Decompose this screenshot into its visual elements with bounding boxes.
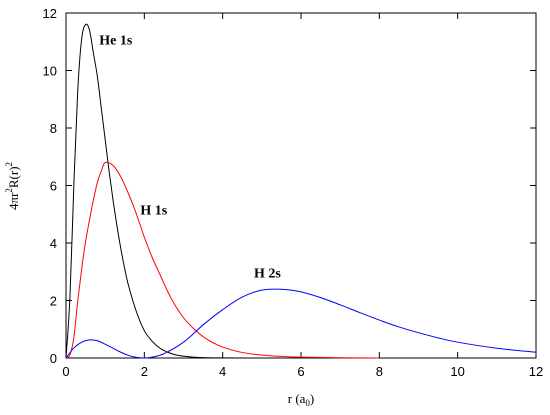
y-tick-label: 6 xyxy=(50,179,57,194)
x-tick-label: 12 xyxy=(529,364,543,379)
x-tick-label: 4 xyxy=(219,364,226,379)
series-line-he-1s xyxy=(65,23,536,359)
series-layer xyxy=(65,23,537,359)
x-tick-label: 8 xyxy=(376,364,383,379)
y-tick-label: 2 xyxy=(50,294,57,309)
plot-frame xyxy=(65,12,537,359)
x-tick-label: 0 xyxy=(62,364,69,379)
y-tick-label: 10 xyxy=(43,64,57,79)
series-line-h-2s xyxy=(65,288,537,359)
labels-layer: 0 2 4 6 8 10 12 0 2 4 6 8 10 12 He 1s H 1s H 2s xyxy=(43,6,544,379)
y-tick-label: 0 xyxy=(50,351,57,366)
annotation-h-1s: H 1s xyxy=(140,203,167,218)
tick-marks xyxy=(65,12,537,359)
x-tick-label: 10 xyxy=(450,364,464,379)
annotation-he-1s: He 1s xyxy=(99,34,133,49)
y-tick-label: 8 xyxy=(50,121,57,136)
y-axis-label: 4πr2R(r)2 xyxy=(4,162,21,210)
annotation-h-2s: H 2s xyxy=(254,267,281,282)
x-tick-label: 2 xyxy=(141,364,148,379)
y-tick-label: 12 xyxy=(43,6,57,21)
x-tick-label: 6 xyxy=(297,364,304,379)
x-axis-label: r (a0) xyxy=(288,391,315,408)
y-tick-label: 4 xyxy=(50,236,57,251)
series-line-h-1s xyxy=(65,161,380,359)
